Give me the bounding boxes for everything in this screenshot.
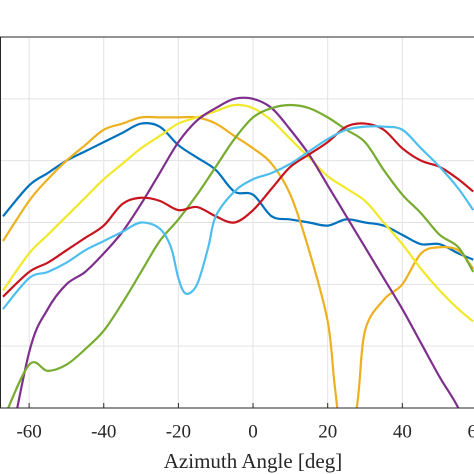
x-tick-label: 20 xyxy=(318,421,337,442)
series-line xyxy=(16,96,460,408)
x-tick-label: 40 xyxy=(393,421,412,442)
x-tick-label: -20 xyxy=(166,421,191,442)
x-axis-label: Azimuth Angle [deg] xyxy=(164,449,342,473)
lines xyxy=(2,96,474,408)
series-line xyxy=(7,103,474,408)
x-tick-label: -60 xyxy=(16,421,41,442)
series-line xyxy=(2,122,474,298)
x-tick-label: -40 xyxy=(91,421,116,442)
x-tick-label: 60 xyxy=(467,421,474,442)
series-line xyxy=(2,122,474,261)
series-line xyxy=(2,103,474,323)
series-line xyxy=(2,125,474,310)
x-tick-label: 0 xyxy=(248,421,258,442)
series-line xyxy=(2,115,474,408)
axes: -60 -40 -20 0 20 40 60 xyxy=(0,36,474,442)
